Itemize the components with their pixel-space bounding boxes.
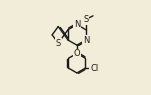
Text: S: S	[83, 15, 88, 24]
Text: Cl: Cl	[90, 64, 98, 73]
Text: S: S	[56, 39, 61, 48]
Text: N: N	[83, 36, 89, 45]
Text: N: N	[74, 20, 80, 29]
Text: O: O	[74, 49, 80, 58]
